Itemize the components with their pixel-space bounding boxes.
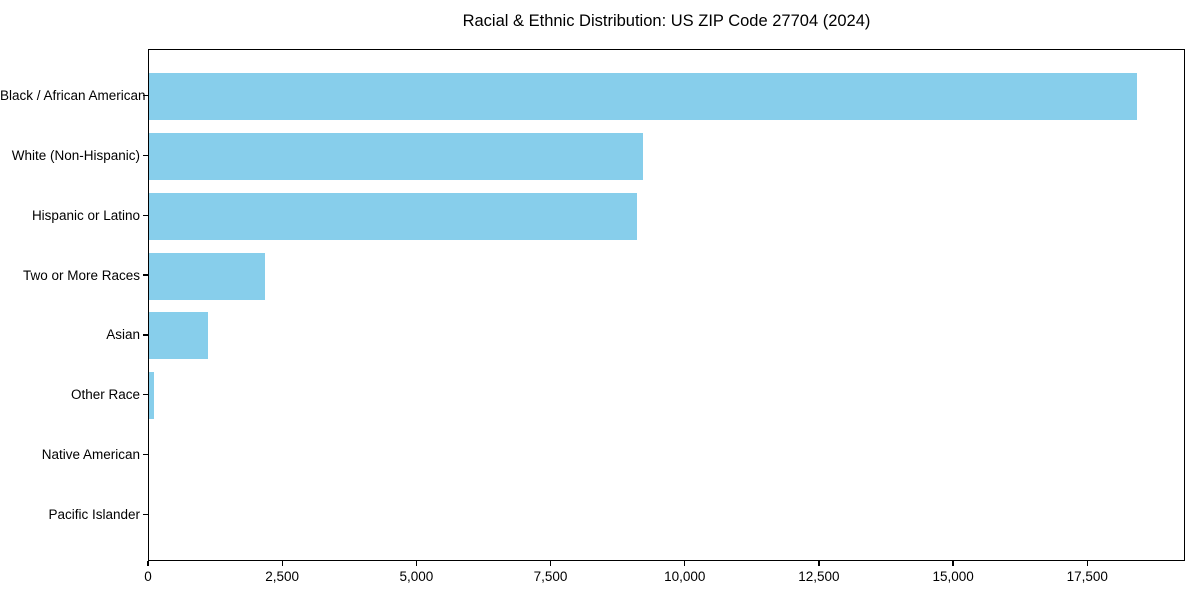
y-axis-label: Other Race: [70, 387, 140, 403]
x-tick-mark: [549, 561, 552, 566]
y-tick-mark: [143, 154, 148, 157]
x-tick-mark: [415, 561, 418, 566]
x-axis-tick-label: 0: [144, 569, 152, 584]
chart-title: Racial & Ethnic Distribution: US ZIP Cod…: [462, 12, 871, 30]
bar: [149, 312, 209, 360]
bar: [149, 252, 266, 300]
x-axis-tick-label: 10,000: [664, 569, 706, 584]
y-tick-mark: [143, 453, 148, 456]
x-axis-tick-label: 12,500: [798, 569, 840, 584]
bar: [149, 73, 1137, 121]
y-tick-mark: [143, 513, 148, 515]
y-tick-mark: [143, 214, 148, 216]
x-axis-tick-label: 17,500: [1066, 569, 1108, 584]
x-tick-mark: [147, 561, 149, 566]
y-axis-label: Two or More Races: [22, 267, 140, 283]
x-axis-tick-label: 15,000: [932, 569, 974, 584]
y-axis-label: Pacific Islander: [48, 506, 140, 522]
plot-area: [148, 49, 1185, 561]
y-axis-label: Black / African American: [0, 88, 146, 104]
bar: [149, 133, 643, 180]
x-tick-mark: [952, 561, 954, 566]
y-tick-mark: [143, 95, 148, 97]
x-axis-tick-label: 7,500: [533, 569, 568, 584]
y-axis-label: White (Non-Hispanic): [11, 148, 140, 163]
y-tick-mark: [143, 334, 148, 336]
y-axis-label: Hispanic or Latino: [31, 207, 140, 223]
x-axis-tick-label: 5,000: [399, 569, 434, 584]
x-tick-mark: [1086, 561, 1088, 566]
bar: [149, 192, 638, 240]
x-tick-mark: [281, 561, 283, 566]
y-axis-label: Native American: [41, 447, 140, 462]
bar: [149, 372, 155, 420]
x-tick-mark: [818, 561, 820, 566]
x-axis-tick-label: 2,500: [265, 569, 300, 584]
y-tick-mark: [143, 394, 148, 396]
x-tick-mark: [684, 561, 686, 566]
y-axis-label: Asian: [106, 327, 140, 343]
y-tick-mark: [143, 274, 148, 276]
